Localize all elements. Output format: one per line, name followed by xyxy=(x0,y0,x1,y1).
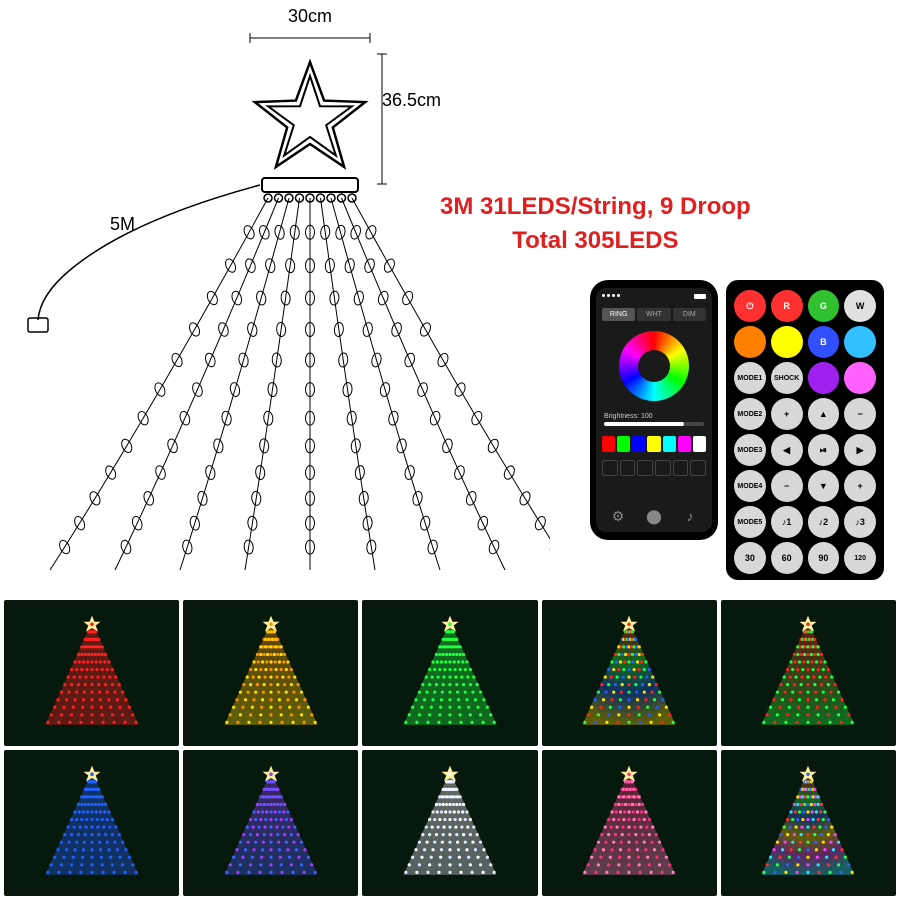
remote-button[interactable] xyxy=(808,362,840,394)
remote-button[interactable]: B xyxy=(808,326,840,358)
remote-row: MODE2+▲− xyxy=(734,398,876,430)
gallery-item xyxy=(721,600,896,746)
brightness-label: Brightness: 100 xyxy=(604,413,653,420)
remote-row: MODE3◀⏯▶ xyxy=(734,434,876,466)
color-swatch[interactable] xyxy=(617,436,630,452)
remote-button[interactable]: W xyxy=(844,290,876,322)
color-swatch[interactable] xyxy=(693,436,706,452)
preset-slot[interactable] xyxy=(620,460,636,476)
dim-width-label: 30cm xyxy=(288,6,332,27)
gallery-item xyxy=(183,600,358,746)
remote-button[interactable]: ⏻ xyxy=(734,290,766,322)
remote-row: 306090120 xyxy=(734,542,876,574)
battery-icon xyxy=(694,294,706,304)
gallery-item xyxy=(4,750,179,896)
remote-button[interactable]: ♪1 xyxy=(771,506,803,538)
gallery-item xyxy=(362,600,537,746)
remote-button[interactable]: 120 xyxy=(844,542,876,574)
remote-button-grid: ⏻RGWBMODE1SHOCKMODE2+▲−MODE3◀⏯▶MODE4−▼+M… xyxy=(734,290,876,574)
color-swatches xyxy=(602,436,706,452)
brightness-control[interactable]: Brightness: 100 xyxy=(602,411,706,428)
product-diagram xyxy=(10,10,550,590)
color-swatch[interactable] xyxy=(602,436,615,452)
remote-row: MODE1SHOCK xyxy=(734,362,876,394)
remote-button[interactable]: ⏯ xyxy=(808,434,840,466)
remote-button[interactable]: − xyxy=(844,398,876,430)
spec-line-1: 3M 31LEDS/String, 9 Droop xyxy=(440,190,751,224)
remote-button[interactable]: MODE4 xyxy=(734,470,766,502)
remote-button[interactable] xyxy=(844,362,876,394)
phone-tab[interactable]: RING xyxy=(602,308,635,321)
spec-line-2: Total 305LEDS xyxy=(440,224,751,258)
remote-button[interactable]: ♪3 xyxy=(844,506,876,538)
remote-button[interactable]: SHOCK xyxy=(771,362,803,394)
preset-slot[interactable] xyxy=(673,460,689,476)
color-mode-gallery xyxy=(0,596,900,900)
remote-row: MODE5♪1♪2♪3 xyxy=(734,506,876,538)
phone-screen: RINGWHTDIM Brightness: 100 ⚙⬤♪ xyxy=(596,288,712,532)
remote-button[interactable]: ▼ xyxy=(808,470,840,502)
remote-button[interactable]: 30 xyxy=(734,542,766,574)
gallery-item xyxy=(183,750,358,896)
remote-button[interactable]: MODE1 xyxy=(734,362,766,394)
remote-button[interactable]: + xyxy=(844,470,876,502)
gallery-item xyxy=(542,600,717,746)
signal-icon xyxy=(602,294,620,304)
remote-button[interactable]: ♪2 xyxy=(808,506,840,538)
dim-cable-label: 5M xyxy=(110,214,135,235)
remote-button[interactable]: + xyxy=(771,398,803,430)
remote-button[interactable]: ▲ xyxy=(808,398,840,430)
gallery-item xyxy=(721,750,896,896)
phone-nav-icon[interactable]: ⬤ xyxy=(638,506,670,526)
remote-row: B xyxy=(734,326,876,358)
preset-slot[interactable] xyxy=(690,460,706,476)
color-wheel[interactable] xyxy=(619,331,689,401)
remote-button[interactable]: ▶ xyxy=(844,434,876,466)
remote-button[interactable]: MODE3 xyxy=(734,434,766,466)
remote-button[interactable]: MODE2 xyxy=(734,398,766,430)
remote-button[interactable]: − xyxy=(771,470,803,502)
controllers: RINGWHTDIM Brightness: 100 ⚙⬤♪ xyxy=(590,280,884,580)
remote-button[interactable]: ◀ xyxy=(771,434,803,466)
color-swatch[interactable] xyxy=(632,436,645,452)
remote-row: MODE4−▼+ xyxy=(734,470,876,502)
phone-mockup: RINGWHTDIM Brightness: 100 ⚙⬤♪ xyxy=(590,280,718,540)
remote-button[interactable]: G xyxy=(808,290,840,322)
gallery-item xyxy=(542,750,717,896)
remote-controller: ⏻RGWBMODE1SHOCKMODE2+▲−MODE3◀⏯▶MODE4−▼+M… xyxy=(726,280,884,580)
remote-button[interactable] xyxy=(844,326,876,358)
remote-button[interactable]: MODE5 xyxy=(734,506,766,538)
color-swatch[interactable] xyxy=(678,436,691,452)
preset-slot[interactable] xyxy=(637,460,653,476)
phone-status-bar xyxy=(602,294,706,304)
spec-text: 3M 31LEDS/String, 9 Droop Total 305LEDS xyxy=(440,190,751,257)
remote-button[interactable]: 60 xyxy=(771,542,803,574)
brightness-slider[interactable] xyxy=(604,422,704,426)
phone-nav-icon[interactable]: ⚙ xyxy=(602,506,634,526)
gallery-item xyxy=(362,750,537,896)
phone-tabs: RINGWHTDIM xyxy=(602,308,706,321)
phone-footer: ⚙⬤♪ xyxy=(602,500,706,526)
color-swatch[interactable] xyxy=(663,436,676,452)
preset-slot[interactable] xyxy=(655,460,671,476)
remote-button[interactable]: R xyxy=(771,290,803,322)
color-swatch[interactable] xyxy=(647,436,660,452)
phone-tab[interactable]: DIM xyxy=(673,308,706,321)
top-section: 30cm 36.5cm 5M 3M 31LEDS/String, 9 Droop… xyxy=(0,0,900,600)
remote-button[interactable]: 90 xyxy=(808,542,840,574)
remote-button[interactable] xyxy=(771,326,803,358)
phone-tab[interactable]: WHT xyxy=(637,308,670,321)
preset-slot[interactable] xyxy=(602,460,618,476)
remote-row: ⏻RGW xyxy=(734,290,876,322)
remote-label: LED DMX CONTROLLER xyxy=(734,584,876,595)
preset-row xyxy=(602,460,706,476)
remote-button[interactable] xyxy=(734,326,766,358)
phone-nav-icon[interactable]: ♪ xyxy=(674,506,706,526)
dim-height-label: 36.5cm xyxy=(382,90,441,111)
gallery-item xyxy=(4,600,179,746)
